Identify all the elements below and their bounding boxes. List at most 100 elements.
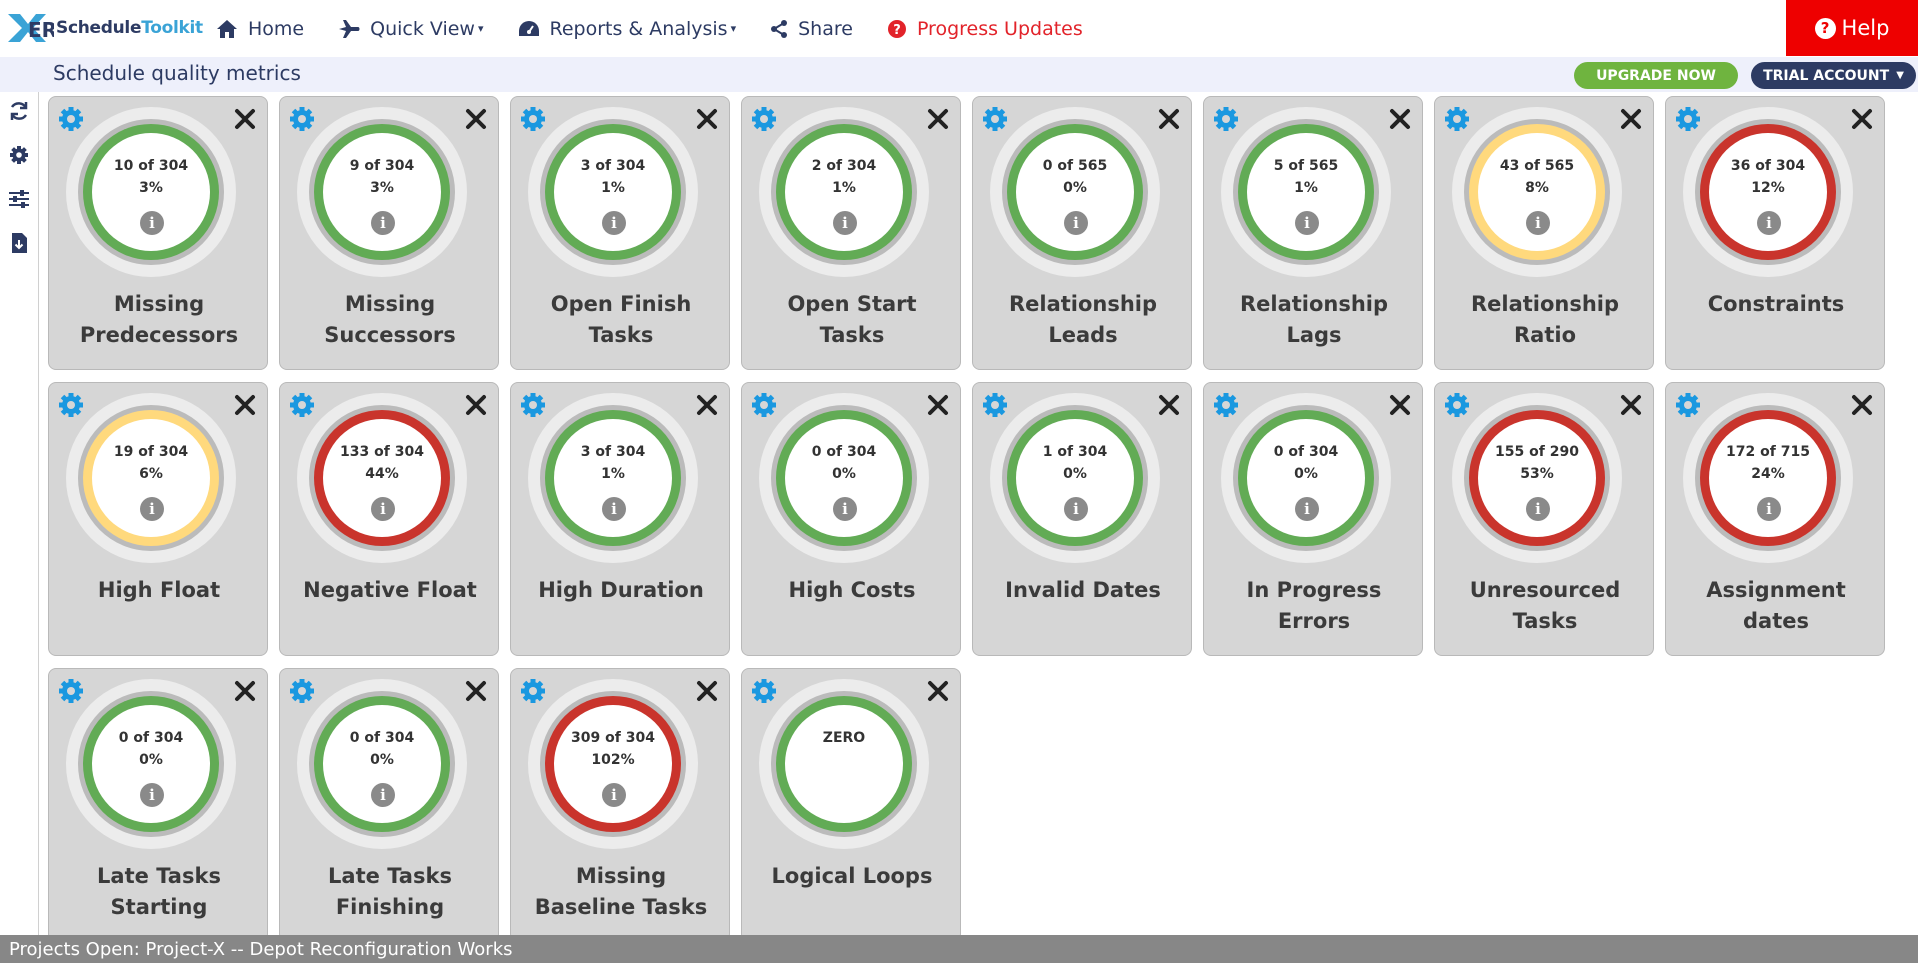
info-icon[interactable]: i [602, 783, 626, 807]
app-logo[interactable]: ER ScheduleToolkit [6, 10, 203, 46]
metric-card: 1 of 304 0% i Invalid Dates [972, 382, 1192, 656]
metric-card: 0 of 304 0% i High Costs [741, 382, 961, 656]
info-icon[interactable]: i [602, 497, 626, 521]
gear-icon[interactable] [8, 144, 30, 166]
metric-title: Open Finish Tasks [511, 289, 729, 351]
close-icon[interactable] [463, 106, 489, 132]
metric-label-line: Missing [113, 292, 205, 316]
metric-gauge: 309 of 304 102% i [528, 679, 698, 849]
gear-icon[interactable] [288, 677, 316, 705]
download-file-icon[interactable] [8, 232, 30, 254]
sliders-icon[interactable] [8, 188, 30, 210]
gear-icon[interactable] [519, 391, 547, 419]
nav-share[interactable]: Share [770, 18, 853, 40]
metric-gauge: 36 of 304 12% i [1683, 107, 1853, 277]
gear-icon[interactable] [981, 391, 1009, 419]
close-icon[interactable] [1387, 106, 1413, 132]
info-icon[interactable]: i [833, 211, 857, 235]
nav-quick-view[interactable]: Quick View ▾ [338, 17, 484, 40]
metric-count: 309 of 304 [571, 730, 655, 746]
metric-gauge: 3 of 304 1% i [528, 107, 698, 277]
info-icon[interactable]: i [1526, 497, 1550, 521]
metric-count: 0 of 304 [349, 730, 415, 746]
info-icon[interactable]: i [371, 497, 395, 521]
question-circle-icon: ? [887, 19, 906, 38]
close-icon[interactable] [1618, 392, 1644, 418]
close-icon[interactable] [925, 678, 951, 704]
gear-icon[interactable] [57, 105, 85, 133]
info-icon[interactable]: i [1526, 211, 1550, 235]
gear-icon[interactable] [519, 677, 547, 705]
metric-percent: 0% [139, 752, 163, 768]
trial-account-button[interactable]: TRIAL ACCOUNT ▼ [1751, 62, 1916, 89]
gear-icon[interactable] [519, 105, 547, 133]
close-icon[interactable] [232, 678, 258, 704]
nav-reports[interactable]: Reports & Analysis ▾ [518, 18, 736, 40]
info-icon[interactable]: i [1295, 211, 1319, 235]
metric-count: 155 of 290 [1495, 444, 1579, 460]
close-icon[interactable] [694, 678, 720, 704]
close-icon[interactable] [1849, 106, 1875, 132]
metric-label-line: Open Finish [550, 292, 692, 316]
close-icon[interactable] [925, 106, 951, 132]
close-icon[interactable] [232, 106, 258, 132]
metric-percent: 3% [370, 180, 394, 196]
info-icon[interactable]: i [602, 211, 626, 235]
gear-icon[interactable] [750, 677, 778, 705]
info-icon[interactable]: i [1295, 497, 1319, 521]
help-button[interactable]: ? Help [1786, 0, 1918, 56]
nav-quick-view-label: Quick View [370, 17, 475, 40]
gear-icon[interactable] [288, 391, 316, 419]
metric-gauge: 43 of 565 8% i [1452, 107, 1622, 277]
plane-icon [339, 19, 360, 38]
info-icon[interactable]: i [1064, 497, 1088, 521]
gear-icon[interactable] [750, 105, 778, 133]
metric-title: Open Start Tasks [742, 289, 960, 351]
gear-icon[interactable] [1212, 391, 1240, 419]
gear-icon[interactable] [1443, 391, 1471, 419]
nav-home[interactable]: Home [216, 18, 304, 40]
close-icon[interactable] [694, 106, 720, 132]
close-icon[interactable] [232, 392, 258, 418]
gear-icon[interactable] [750, 391, 778, 419]
close-icon[interactable] [1849, 392, 1875, 418]
info-icon[interactable]: i [1757, 497, 1781, 521]
gear-icon[interactable] [288, 105, 316, 133]
info-icon[interactable]: i [140, 497, 164, 521]
info-icon[interactable]: i [1757, 211, 1781, 235]
info-icon[interactable]: i [833, 497, 857, 521]
metric-card: 36 of 304 12% i Constraints [1665, 96, 1885, 370]
gear-icon[interactable] [1674, 391, 1702, 419]
gear-icon[interactable] [981, 105, 1009, 133]
close-icon[interactable] [1387, 392, 1413, 418]
gear-icon[interactable] [57, 391, 85, 419]
gear-icon[interactable] [57, 677, 85, 705]
metric-percent: 1% [601, 466, 625, 482]
metric-label-line: Late Tasks [328, 864, 452, 888]
metric-card: 133 of 304 44% i Negative Float [279, 382, 499, 656]
gear-icon[interactable] [1212, 105, 1240, 133]
upgrade-now-button[interactable]: UPGRADE NOW [1574, 62, 1738, 89]
nav-progress-updates[interactable]: ? Progress Updates [887, 18, 1083, 40]
info-icon[interactable]: i [140, 783, 164, 807]
info-icon[interactable]: i [140, 211, 164, 235]
info-icon[interactable]: i [371, 783, 395, 807]
gear-icon[interactable] [1443, 105, 1471, 133]
refresh-icon[interactable] [8, 100, 30, 122]
info-icon[interactable]: i [1064, 211, 1088, 235]
close-icon[interactable] [463, 678, 489, 704]
metric-percent: 1% [832, 180, 856, 196]
close-icon[interactable] [1156, 106, 1182, 132]
info-icon[interactable]: i [371, 211, 395, 235]
close-icon[interactable] [925, 392, 951, 418]
metric-label-line: Logical Loops [771, 864, 933, 888]
metric-label-line: Successors [324, 323, 456, 347]
close-icon[interactable] [694, 392, 720, 418]
close-icon[interactable] [1156, 392, 1182, 418]
share-icon [771, 19, 788, 38]
metric-count: 1 of 304 [1042, 444, 1108, 460]
metric-title: Late Tasks Finishing [280, 861, 498, 923]
gear-icon[interactable] [1674, 105, 1702, 133]
close-icon[interactable] [1618, 106, 1644, 132]
close-icon[interactable] [463, 392, 489, 418]
